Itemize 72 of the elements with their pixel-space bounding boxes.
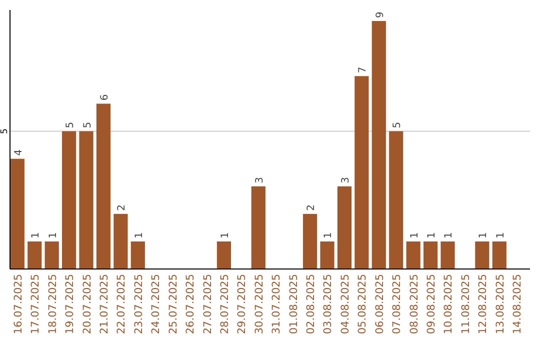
bar [10,158,24,269]
x-tick-label: 16.07.2025 [12,274,24,334]
bar [216,241,232,269]
x-tick-label: 29.07.2025 [236,274,248,334]
bar [372,21,386,269]
x-tick-label: 09.08.2025 [426,274,438,334]
bar [406,241,420,269]
x-tick-label: 27.07.2025 [202,274,214,334]
x-tick-label: 05.08.2025 [356,274,369,334]
bar [423,241,438,269]
x-tick-label: 08.08.2025 [408,274,420,334]
data-label: 1 [30,232,42,238]
bar [389,131,404,269]
x-tick-label: 30.07.2025 [253,274,266,334]
data-label: 1 [323,232,334,238]
data-label: 9 [374,12,386,18]
x-tick-label: 22.07.2025 [116,274,128,334]
bar [354,76,369,269]
data-label: 3 [254,176,266,184]
x-tick-label: 21.07.2025 [98,274,110,334]
x-tick-label: 12.08.2025 [477,274,490,334]
data-label: 1 [444,232,455,238]
bar [114,214,128,269]
data-label: 1 [48,232,59,238]
x-tick-label: 11.08.2025 [460,274,472,334]
x-tick-label: 26.07.2025 [184,274,197,334]
data-label: 1 [220,232,231,238]
bar [492,241,506,269]
bar [475,241,490,269]
x-tick-label: 31.07.2025 [270,274,283,334]
data-label: 2 [116,204,128,211]
bar [28,241,42,269]
data-label: 1 [478,232,490,238]
x-tick-label: 06.08.2025 [374,274,386,334]
x-tick-label: 04.08.2025 [339,274,352,334]
bar [79,131,94,269]
x-tick-label: 28.07.2025 [218,274,231,334]
data-label: 4 [13,149,24,156]
data-label: 1 [426,232,438,238]
bar [302,214,318,269]
bar [44,241,59,269]
x-tick-label: 02.08.2025 [305,274,318,334]
x-tick-label: 25.07.2025 [167,274,180,334]
x-tick-label: 24.07.2025 [150,274,162,334]
data-label: 2 [306,204,318,211]
data-label: 7 [358,66,369,74]
data-label: 5 [82,122,94,128]
bar [130,241,145,269]
x-tick-label: 14.08.2025 [512,274,524,334]
x-tick-label: 18.07.2025 [46,274,59,334]
data-label: 1 [134,232,145,238]
x-tick-label: 17.07.2025 [30,274,42,334]
bar [251,186,266,269]
x-tick-label: 23.07.2025 [132,274,145,334]
data-label: 1 [409,232,420,238]
x-tick-label: 03.08.2025 [322,274,334,334]
x-tick-label: 13.08.2025 [494,274,506,334]
data-label: 6 [99,94,110,101]
bar [62,131,76,269]
bar [337,186,352,269]
bar [320,241,334,269]
x-tick-label: 10.08.2025 [442,274,455,334]
x-tick-label: 19.07.2025 [64,274,76,334]
bar [96,104,111,269]
bar [440,241,455,269]
x-tick-label: 07.08.2025 [391,274,404,334]
data-label: 3 [340,176,352,184]
data-label: 5 [65,122,76,128]
data-label: 1 [495,232,506,238]
x-tick-label: 01.08.2025 [288,274,300,334]
data-label: 5 [392,122,404,128]
x-tick-label: 20.07.2025 [81,274,94,334]
